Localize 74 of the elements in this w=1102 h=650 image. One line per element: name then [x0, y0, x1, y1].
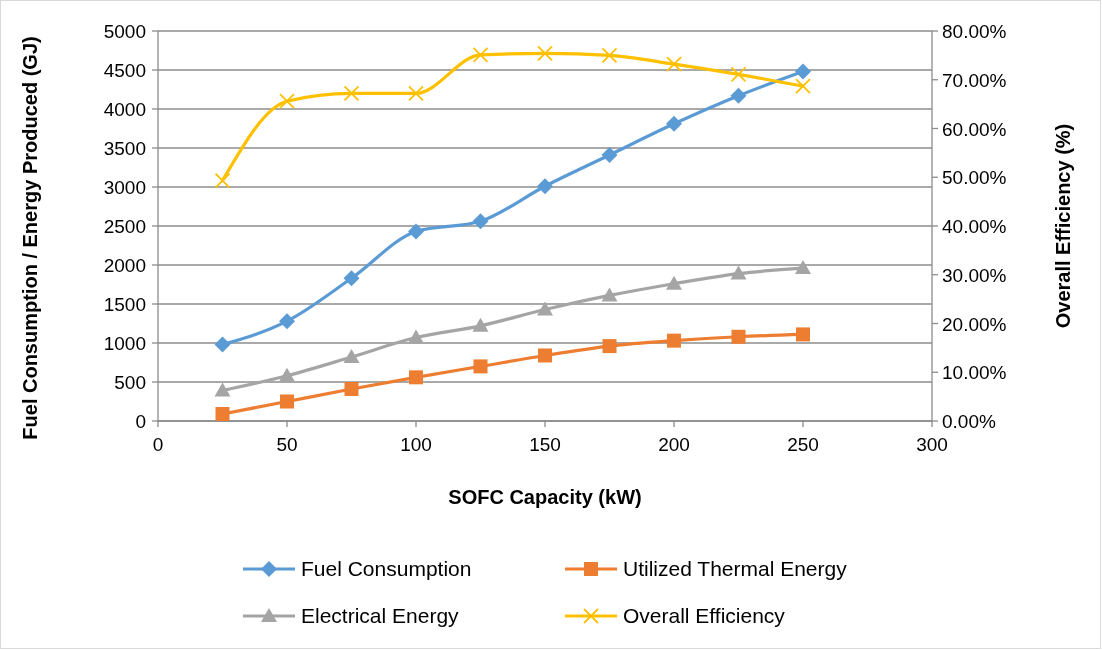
point: [537, 178, 553, 195]
point: [280, 394, 294, 409]
point: [730, 265, 747, 280]
point: [667, 333, 681, 348]
point: [730, 87, 747, 104]
point: [795, 63, 811, 80]
legend-label: Fuel Consumption: [301, 557, 472, 580]
y-tick-label: 1000: [103, 333, 146, 354]
y2-tick-label: 20.00%: [942, 313, 1007, 335]
point: [730, 66, 747, 83]
point: [215, 406, 230, 421]
legend-label: Electrical Energy: [301, 604, 460, 627]
point: [601, 287, 618, 302]
y-tick-label: 3500: [103, 138, 146, 159]
point: [214, 382, 231, 397]
point: [343, 349, 360, 364]
x-tick-label: 0: [152, 434, 164, 455]
point: [537, 45, 553, 62]
y2-tick-label: 70.00%: [942, 69, 1007, 91]
point: [214, 336, 231, 353]
y-tick-label: 0: [135, 411, 146, 432]
x-axis-title: SOFC Capacity (kW): [448, 486, 642, 508]
y-tick-label: 3000: [103, 177, 146, 198]
point: [795, 78, 811, 94]
y-axis-title: Fuel Consumption / Energy Produced (GJ): [19, 36, 41, 440]
point: [409, 370, 423, 385]
y-tick-label: 2000: [103, 255, 146, 276]
point: [343, 85, 360, 102]
point: [472, 213, 489, 230]
x-tick-label: 200: [658, 434, 690, 455]
point: [602, 339, 617, 354]
point: [343, 270, 360, 287]
y2-tick-label: 0.00%: [942, 411, 996, 432]
point: [408, 329, 424, 344]
y2-tick-label: 40.00%: [942, 216, 1007, 237]
y2-tick-label: 50.00%: [942, 167, 1007, 189]
x-tick-label: 150: [529, 434, 561, 455]
x-tick-label: 250: [787, 434, 819, 455]
y-tick-label: 1500: [103, 294, 146, 315]
point: [214, 172, 231, 189]
point: [666, 115, 682, 132]
y-tick-label: 4500: [103, 60, 146, 81]
legend-label: Utilized Thermal Energy: [623, 557, 848, 580]
point: [279, 93, 295, 110]
point: [473, 359, 488, 374]
legend-label: Overall Efficiency: [623, 604, 786, 627]
y2-tick-label: 10.00%: [942, 362, 1007, 384]
point: [601, 47, 618, 64]
point: [344, 382, 359, 397]
point: [796, 327, 810, 342]
point: [472, 317, 489, 332]
point: [408, 223, 424, 240]
y2-tick-label: 60.00%: [942, 118, 1007, 140]
point: [472, 46, 489, 63]
x-tick-label: 300: [916, 434, 948, 455]
y-tick-label: 5000: [103, 21, 146, 42]
point: [731, 329, 746, 344]
point: [666, 56, 682, 73]
x-tick-label: 100: [400, 434, 432, 455]
y2-tick-label: 30.00%: [942, 264, 1007, 286]
y2-axis-title: Overall Efficiency (%): [1052, 123, 1074, 329]
point: [666, 275, 682, 290]
y2-tick-label: 80.00%: [942, 21, 1007, 42]
point: [538, 348, 552, 363]
y-tick-label: 500: [114, 372, 146, 393]
y-tick-label: 2500: [103, 216, 146, 237]
point: [537, 301, 553, 316]
x-tick-label: 50: [276, 434, 298, 455]
y-tick-label: 4000: [103, 99, 146, 120]
point: [279, 367, 295, 382]
point: [408, 85, 424, 102]
point: [795, 260, 811, 275]
point: [601, 147, 618, 164]
point: [279, 313, 295, 330]
